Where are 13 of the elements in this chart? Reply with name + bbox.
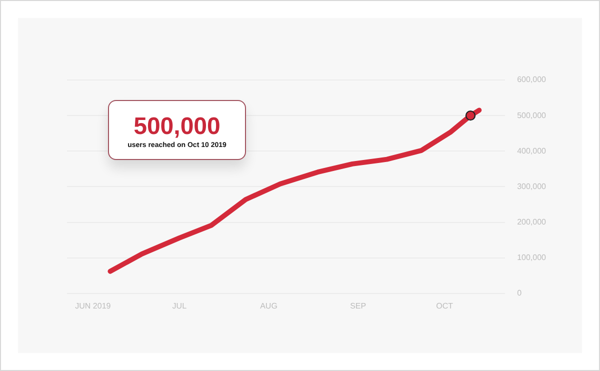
y-tick-label: 400,000 (517, 146, 547, 156)
y-tick-label: 500,000 (517, 110, 547, 120)
y-tick-label: 100,000 (517, 253, 547, 262)
x-tick-label: JUN 2019 (75, 301, 112, 310)
y-tick-label: 0 (517, 288, 522, 298)
x-tick-label: AUG (260, 301, 278, 310)
x-tick-label: JUL (172, 301, 188, 310)
x-tick-label: OCT (436, 301, 454, 310)
x-tick-label: SEP (350, 301, 366, 310)
y-tick-label: 300,000 (517, 182, 547, 191)
annotation: 500,000 (132, 113, 222, 140)
y-tick-label: 200,000 (517, 217, 547, 226)
y-tick-label: 600,000 (517, 75, 547, 84)
